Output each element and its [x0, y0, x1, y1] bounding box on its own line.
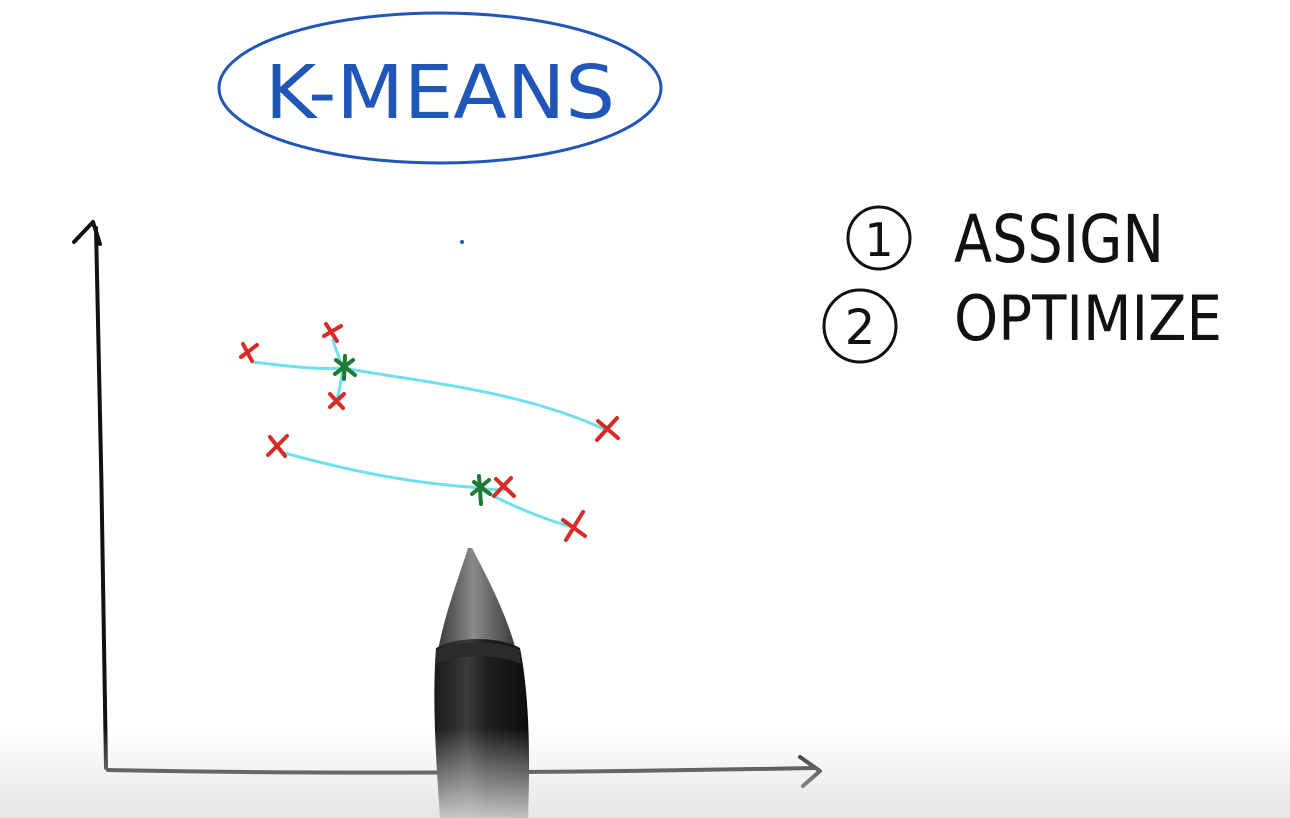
- red-x-mark-icon: [595, 416, 620, 442]
- step-number: 1: [864, 213, 893, 267]
- red-x-mark-icon: [322, 322, 343, 343]
- title-ellipse: [217, 11, 663, 165]
- title-group: K-MEANS: [217, 11, 663, 165]
- red-x-mark-icon: [239, 342, 259, 363]
- red-x-mark-icon: [328, 392, 346, 410]
- step-label: OPTIMIZE: [954, 282, 1222, 355]
- data-points: [239, 322, 620, 542]
- link-line: [279, 450, 484, 490]
- cluster-links: [250, 338, 608, 529]
- step-number-circle: [822, 288, 898, 364]
- title-text: K-MEANS: [265, 50, 615, 136]
- step-label: ASSIGN: [954, 201, 1164, 278]
- centroids: [333, 354, 492, 506]
- link-line: [341, 366, 608, 432]
- x-axis-arrow-icon: [798, 755, 822, 788]
- green-star-icon: [470, 474, 492, 506]
- y-axis-line: [94, 226, 108, 770]
- link-line: [250, 360, 345, 371]
- red-x-mark-icon: [492, 476, 516, 498]
- pen-tip: [438, 548, 516, 650]
- step-item: 1 ASSIGN: [846, 201, 1164, 278]
- step-number-circle: [846, 205, 912, 271]
- red-x-mark-icon: [266, 434, 289, 458]
- stylus-pen-icon: [434, 548, 530, 818]
- green-star-icon: [333, 354, 357, 381]
- pen-collar: [435, 642, 521, 664]
- stray-dot: [460, 240, 464, 244]
- y-axis-arrow-icon: [72, 220, 102, 246]
- red-x-mark-icon: [561, 510, 587, 542]
- step-number: 2: [845, 300, 876, 356]
- step-item: 2 OPTIMIZE: [822, 282, 1222, 364]
- steps-list: 1 ASSIGN 2 OPTIMIZE: [822, 201, 1222, 364]
- pen-body: [434, 639, 530, 818]
